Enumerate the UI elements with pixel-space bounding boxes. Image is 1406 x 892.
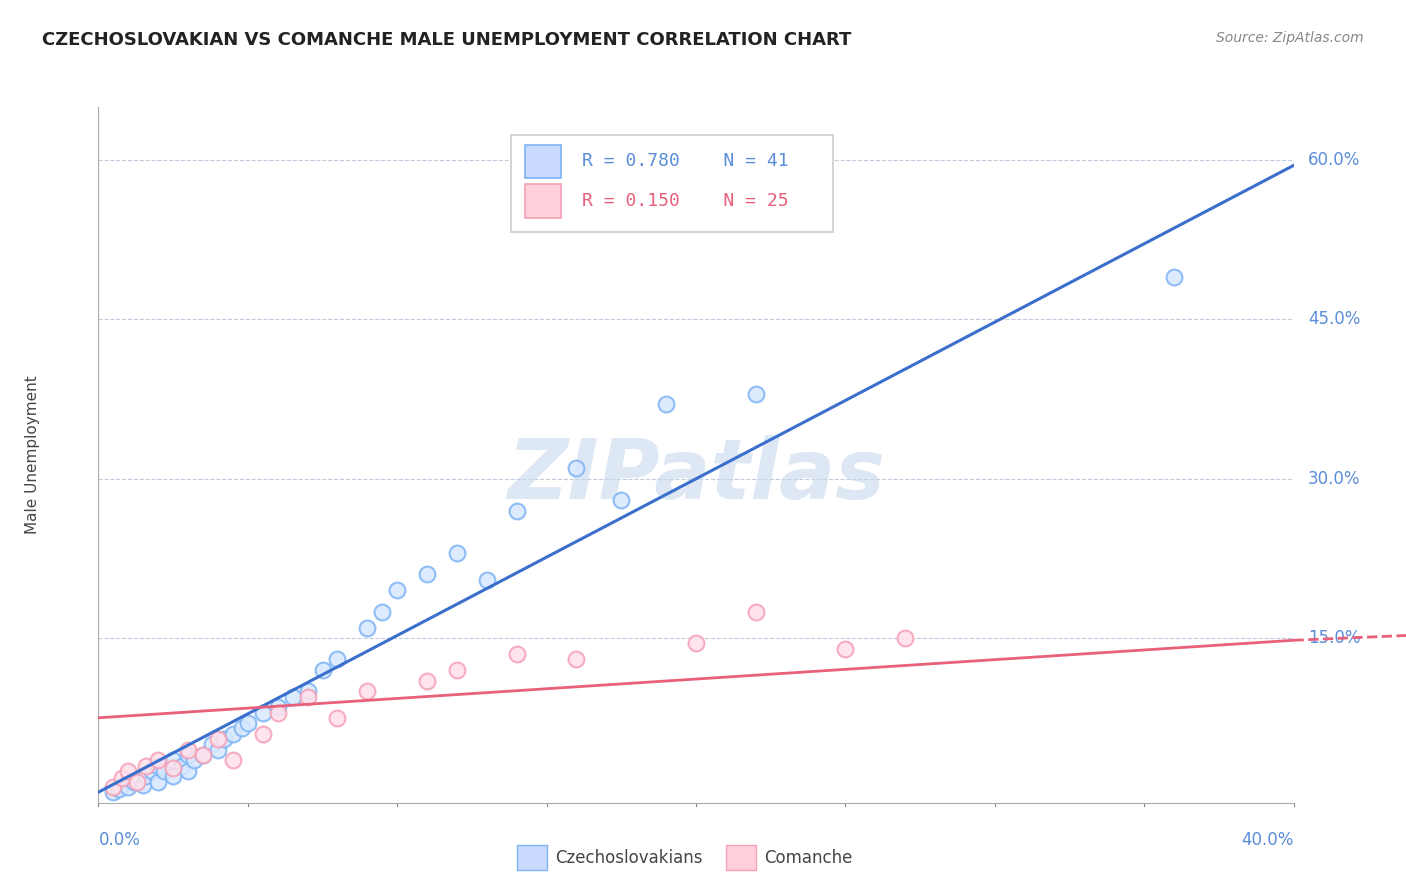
Bar	[517, 846, 547, 871]
Point	[326, 652, 349, 666]
Point	[172, 758, 194, 772]
Point	[141, 764, 163, 778]
Point	[207, 732, 229, 747]
Text: 45.0%: 45.0%	[1308, 310, 1360, 328]
Bar	[524, 145, 561, 178]
Point	[153, 764, 176, 778]
Text: ZIPatlas: ZIPatlas	[508, 435, 884, 516]
Point	[162, 753, 184, 767]
Point	[111, 772, 134, 786]
Text: Source: ZipAtlas.com: Source: ZipAtlas.com	[1216, 31, 1364, 45]
Point	[132, 778, 155, 792]
Point	[117, 764, 139, 778]
Point	[148, 774, 170, 789]
Point	[745, 605, 768, 619]
Point	[685, 636, 707, 650]
Point	[162, 761, 184, 775]
Point	[252, 727, 274, 741]
Point	[252, 706, 274, 720]
Text: Male Unemployment: Male Unemployment	[25, 376, 41, 534]
Point	[267, 700, 290, 714]
Point	[475, 573, 498, 587]
Point	[212, 732, 235, 747]
Point	[281, 690, 304, 704]
Text: 60.0%: 60.0%	[1308, 151, 1360, 169]
Text: CZECHOSLOVAKIAN VS COMANCHE MALE UNEMPLOYMENT CORRELATION CHART: CZECHOSLOVAKIAN VS COMANCHE MALE UNEMPLO…	[42, 31, 852, 49]
Point	[371, 605, 394, 619]
Point	[148, 758, 170, 772]
Point	[655, 397, 678, 411]
Point	[177, 764, 200, 778]
Point	[565, 461, 588, 475]
Point	[311, 663, 333, 677]
Text: Comanche: Comanche	[763, 849, 852, 867]
Text: 0.0%: 0.0%	[98, 830, 141, 848]
FancyBboxPatch shape	[510, 135, 834, 232]
Bar	[725, 846, 756, 871]
Point	[356, 684, 378, 698]
Point	[297, 690, 319, 704]
Point	[297, 684, 319, 698]
Point	[177, 747, 200, 762]
Point	[117, 780, 139, 794]
Point	[124, 774, 146, 789]
Point	[201, 738, 224, 752]
Point	[236, 716, 259, 731]
Point	[446, 546, 468, 560]
Text: 30.0%: 30.0%	[1308, 470, 1361, 488]
Point	[162, 769, 184, 783]
Point	[177, 742, 200, 756]
Bar	[524, 185, 561, 218]
Point	[745, 387, 768, 401]
Point	[108, 782, 131, 797]
Point	[610, 493, 633, 508]
Point	[416, 567, 439, 582]
Point	[103, 785, 125, 799]
Text: 15.0%: 15.0%	[1308, 629, 1361, 648]
Point	[565, 652, 588, 666]
Point	[127, 774, 149, 789]
Point	[135, 769, 157, 783]
Point	[183, 753, 205, 767]
Point	[446, 663, 468, 677]
Point	[103, 780, 125, 794]
Point	[894, 631, 917, 645]
Point	[231, 722, 253, 736]
Point	[148, 753, 170, 767]
Text: R = 0.780    N = 41: R = 0.780 N = 41	[582, 153, 789, 170]
Point	[385, 583, 409, 598]
Point	[416, 673, 439, 688]
Text: Czechoslovakians: Czechoslovakians	[555, 849, 703, 867]
Point	[135, 758, 157, 772]
Point	[222, 727, 245, 741]
Point	[267, 706, 290, 720]
Text: R = 0.150    N = 25: R = 0.150 N = 25	[582, 192, 789, 210]
Point	[1163, 270, 1185, 285]
Point	[506, 504, 529, 518]
Point	[191, 747, 214, 762]
Point	[191, 747, 214, 762]
Point	[222, 753, 245, 767]
Point	[326, 711, 349, 725]
Point	[506, 647, 529, 661]
Point	[834, 641, 856, 656]
Point	[356, 621, 378, 635]
Point	[207, 742, 229, 756]
Text: 40.0%: 40.0%	[1241, 830, 1294, 848]
